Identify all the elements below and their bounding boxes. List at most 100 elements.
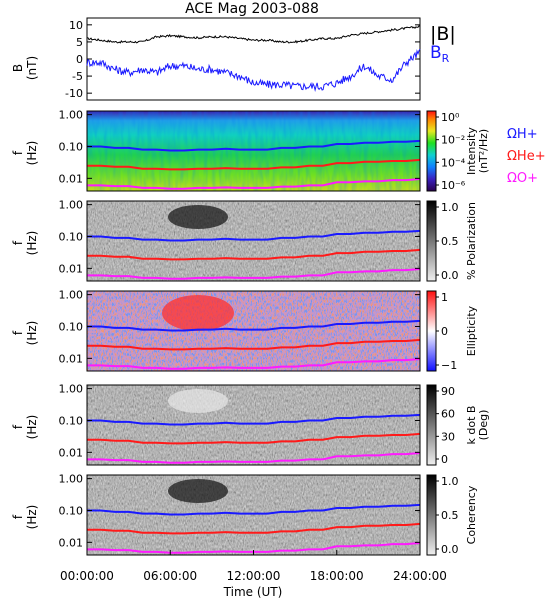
time-tick-label: 06:00:00 xyxy=(143,569,197,583)
legend-br-sub: R xyxy=(442,52,450,65)
freq-ylabel: f xyxy=(11,514,25,519)
freq-ytick-label: 0.10 xyxy=(59,414,84,427)
series-bmag-line xyxy=(86,25,421,44)
figure-title: ACE Mag 2003-088 xyxy=(185,1,319,17)
field-yunit: (nT) xyxy=(25,56,39,80)
spectrogram-texture xyxy=(87,385,420,465)
colorbar-tick-label: 60 xyxy=(441,408,455,421)
freq-ytick-label: 0.10 xyxy=(59,230,84,243)
freq-ytick-label: 1.00 xyxy=(59,383,84,396)
time-axis-title: Time (UT) xyxy=(223,585,283,599)
spectrogram-patch xyxy=(168,205,228,229)
gyro-o-line xyxy=(87,268,421,280)
spectrogram-patch xyxy=(168,389,228,413)
field-ytick-label: -10 xyxy=(65,87,83,100)
colorbar xyxy=(426,384,437,466)
freq-ytick-label: 0.01 xyxy=(59,536,84,549)
colorbar-label: Coherency xyxy=(465,485,478,544)
field-frame xyxy=(86,17,421,101)
gyro-he-line xyxy=(87,432,421,445)
spectrogram-panels: 1.000.100.01f (Hz)10⁰10⁻²10⁻⁴10⁻⁶Intensit… xyxy=(11,109,546,556)
freq-yunit: (Hz) xyxy=(25,415,39,440)
colorbar-unit: (Deg) xyxy=(477,410,490,441)
colorbar-tick-label: 10⁰ xyxy=(441,111,460,124)
colorbar-label: Intensity xyxy=(465,127,478,175)
colorbar-tick-label: 1.0 xyxy=(441,475,459,488)
gyro-o-line xyxy=(87,178,421,190)
panel-ellipticity: 1.00 0.10 0.01 f (Hz) 1 0 −1 Ellipticity xyxy=(11,289,478,372)
panel-frame xyxy=(86,110,421,192)
freq-yunit: (Hz) xyxy=(25,321,39,346)
freq-ytick-label: 0.10 xyxy=(59,504,84,517)
colorbar-label: k dot B xyxy=(465,406,478,445)
freq-ytick-label: 0.10 xyxy=(59,320,84,333)
colorbar xyxy=(426,200,437,282)
freq-ylabel: f xyxy=(11,150,25,155)
legend-omega-he: ΩHe+ xyxy=(507,149,546,164)
colorbar-tick-label: 0.5 xyxy=(441,235,459,248)
colorbar-tick-label: 10⁻⁶ xyxy=(441,179,466,192)
panel-kdotb: 1.00 0.10 0.01 f (Hz) 90 60 30 0 k dot B (Deg) xyxy=(11,383,490,466)
panel-frame xyxy=(86,290,421,372)
colorbar-label: % Polarization xyxy=(465,202,478,280)
spectrogram-patch xyxy=(168,479,228,503)
field-ytick-label: 0 xyxy=(76,53,83,66)
colorbar-tick-label: 90 xyxy=(441,385,455,398)
panel-frame xyxy=(86,200,421,282)
time-tick-labels: 00:00:00 06:00:00 12:00:00 18:00:00 24:00:00 xyxy=(60,550,447,583)
field-ticks: 10 5 0 -5 -10 xyxy=(65,19,420,100)
freq-ylabel: f xyxy=(11,424,25,429)
legend-br-main: B xyxy=(430,43,442,63)
freq-ylabel: f xyxy=(11,240,25,245)
field-ytick-label: 10 xyxy=(69,19,83,32)
freq-yunit: (Hz) xyxy=(25,231,39,256)
spectrogram-texture xyxy=(87,111,420,191)
colorbar-tick-label: 0.5 xyxy=(441,509,459,522)
freq-ytick-label: 1.00 xyxy=(59,473,84,486)
legend-br: BR xyxy=(430,43,450,65)
ellipticity-patch xyxy=(162,295,234,331)
gyro-he-line xyxy=(87,248,421,261)
spectrogram-texture xyxy=(87,475,420,555)
freq-ytick-label: 0.01 xyxy=(59,262,84,275)
series-br-line xyxy=(86,48,421,92)
gyro-h-line xyxy=(87,503,421,516)
colorbar-label: Ellipticity xyxy=(465,305,478,356)
time-tick-label: 24:00:00 xyxy=(393,569,447,583)
time-tick-label: 12:00:00 xyxy=(227,569,281,583)
freq-yunit: (Hz) xyxy=(25,141,39,166)
field-ytick-label: -5 xyxy=(72,70,83,83)
panel-intensity: 1.00 0.10 0.01 f (Hz) 10⁰ 10⁻² 10⁻⁴ 10⁻⁶ Intensit… xyxy=(11,109,546,192)
time-tick-label: 00:00:00 xyxy=(60,569,114,583)
field-ytick-label: 5 xyxy=(76,36,83,49)
panel-frame xyxy=(86,384,421,466)
freq-ytick-label: 0.01 xyxy=(59,446,84,459)
freq-ytick-label: 1.00 xyxy=(59,199,84,212)
freq-ytick-label: 0.10 xyxy=(59,140,84,153)
gyro-o-line xyxy=(87,358,421,370)
colorbar xyxy=(426,290,437,372)
colorbar-tick-label: 1.0 xyxy=(441,201,459,214)
freq-ytick-label: 0.01 xyxy=(59,352,84,365)
panel-polarization: 1.00 0.10 0.01 f (Hz) 1.0 0.5 0.0 % Polarization xyxy=(11,199,478,282)
time-axis: 00:00:00 06:00:00 12:00:00 18:00:00 24:00:00… xyxy=(60,550,447,599)
freq-yunit: (Hz) xyxy=(25,505,39,530)
gyro-o-line xyxy=(87,452,421,464)
freq-ytick-label: 1.00 xyxy=(59,109,84,122)
colorbar-tick-label: 10⁻⁴ xyxy=(441,156,466,169)
freq-ylabel: f xyxy=(11,330,25,335)
colorbar-tick-label: 30 xyxy=(441,430,455,443)
colorbar-tick-label: 10⁻² xyxy=(441,134,465,147)
legend-omega-h: ΩH+ xyxy=(507,127,538,142)
legend-omega-o: ΩO+ xyxy=(507,171,538,186)
colorbar-tick-label: 0.0 xyxy=(441,269,459,282)
field-ylabel: B xyxy=(11,64,25,72)
gyro-h-line xyxy=(87,139,421,152)
colorbar-tick-label: 0 xyxy=(441,453,448,466)
freq-ytick-label: 0.01 xyxy=(59,172,84,185)
spectrogram-texture xyxy=(87,291,420,371)
colorbar-tick-label: 0 xyxy=(441,325,448,338)
freq-ytick-label: 1.00 xyxy=(59,289,84,302)
